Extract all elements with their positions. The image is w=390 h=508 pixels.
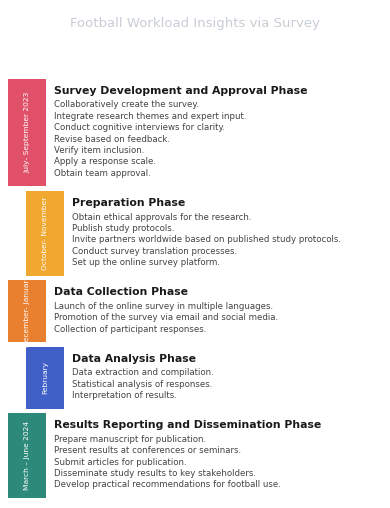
Text: Preparation Phase: Preparation Phase	[72, 198, 185, 208]
Bar	[8, 79, 46, 186]
Text: Promotion of the survey via email and social media.: Promotion of the survey via email and so…	[54, 313, 278, 322]
Text: March – June 2024: March – June 2024	[24, 421, 30, 490]
Text: Develop practical recommendations for football use.: Develop practical recommendations for fo…	[54, 481, 281, 490]
Text: Obtain team approval.: Obtain team approval.	[54, 169, 151, 178]
Text: Football Workload Insights via Survey: Football Workload Insights via Survey	[70, 17, 320, 30]
Text: Invite partners worldwide based on published study protocols.: Invite partners worldwide based on publi…	[72, 235, 341, 244]
Bar	[26, 190, 64, 276]
Bar	[26, 346, 64, 409]
Bar	[8, 413, 46, 498]
Text: Verify item inclusion.: Verify item inclusion.	[54, 146, 144, 155]
Text: Submit articles for publication.: Submit articles for publication.	[54, 458, 187, 467]
Text: Disseminate study results to key stakeholders.: Disseminate study results to key stakeho…	[54, 469, 256, 478]
Text: Data extraction and compilation.: Data extraction and compilation.	[72, 368, 214, 377]
Text: December- January: December- January	[24, 275, 30, 347]
Text: October- November: October- November	[42, 197, 48, 270]
Text: Collaboratively create the survey.: Collaboratively create the survey.	[54, 101, 199, 109]
Text: Interpretation of results.: Interpretation of results.	[72, 391, 177, 400]
Text: Survey Development and Approval Phase: Survey Development and Approval Phase	[54, 85, 307, 96]
Text: July- September 2023: July- September 2023	[24, 92, 30, 173]
Text: Conduct cognitive interviews for clarity.: Conduct cognitive interviews for clarity…	[54, 123, 225, 132]
Text: Set up the online survey platform.: Set up the online survey platform.	[72, 258, 220, 267]
Text: Present results at conferences or seminars.: Present results at conferences or semina…	[54, 447, 241, 455]
Text: Prepare manuscript for publication.: Prepare manuscript for publication.	[54, 435, 206, 444]
Text: Data Collection Phase: Data Collection Phase	[54, 287, 188, 297]
Text: Data Analysis Phase: Data Analysis Phase	[72, 354, 196, 364]
Text: Revise based on feedback.: Revise based on feedback.	[54, 135, 170, 144]
Text: RESEARCH TIMELINE: RESEARCH TIMELINE	[107, 42, 283, 57]
Text: Integrate research themes and expert input.: Integrate research themes and expert inp…	[54, 112, 246, 121]
Text: Apply a response scale.: Apply a response scale.	[54, 157, 156, 167]
Text: Publish study protocols.: Publish study protocols.	[72, 224, 174, 233]
Text: Statistical analysis of responses.: Statistical analysis of responses.	[72, 380, 213, 389]
Text: Launch of the online survey in multiple languages.: Launch of the online survey in multiple …	[54, 302, 273, 311]
Text: Obtain ethical approvals for the research.: Obtain ethical approvals for the researc…	[72, 212, 252, 221]
Bar	[8, 280, 46, 342]
Text: Collection of participant responses.: Collection of participant responses.	[54, 325, 206, 334]
Text: February: February	[42, 361, 48, 394]
Text: Conduct survey translation processes.: Conduct survey translation processes.	[72, 247, 237, 256]
Text: Results Reporting and Dissemination Phase: Results Reporting and Dissemination Phas…	[54, 420, 321, 430]
